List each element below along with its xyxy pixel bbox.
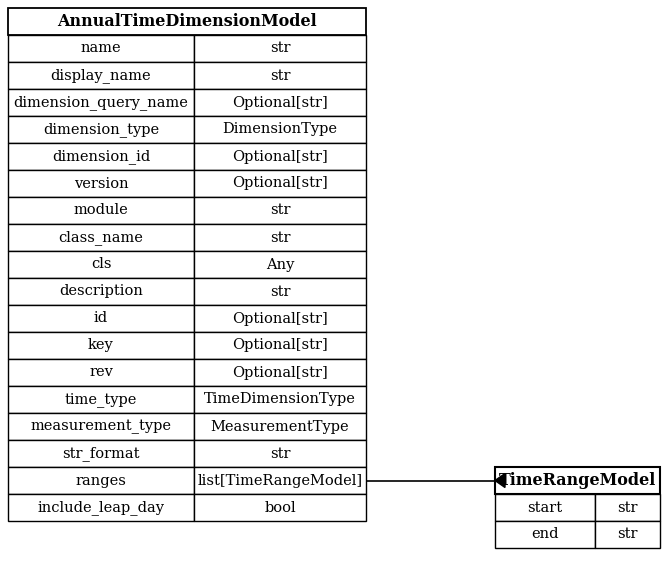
Bar [194, 278, 366, 305]
Text: ranges: ranges [76, 474, 126, 487]
Bar [8, 35, 194, 62]
Text: str: str [270, 42, 290, 55]
Text: Optional[str]: Optional[str] [232, 366, 328, 379]
Text: dimension_id: dimension_id [52, 149, 150, 164]
Text: Optional[str]: Optional[str] [232, 96, 328, 109]
Bar [194, 35, 366, 62]
Bar [8, 413, 194, 440]
Bar [8, 494, 194, 521]
Bar [194, 251, 366, 278]
Bar [8, 440, 194, 467]
Text: version: version [74, 177, 128, 190]
Text: str: str [618, 500, 637, 514]
Bar [194, 413, 366, 440]
Text: Optional[str]: Optional[str] [232, 312, 328, 325]
Text: display_name: display_name [50, 68, 151, 83]
Text: key: key [88, 339, 114, 352]
Bar [495, 521, 595, 548]
Bar [194, 116, 366, 143]
Bar [8, 224, 194, 251]
Bar [8, 386, 194, 413]
Text: str: str [270, 69, 290, 82]
Bar [8, 467, 194, 494]
Bar [194, 143, 366, 170]
Bar [194, 386, 366, 413]
Text: str: str [618, 527, 637, 542]
Text: include_leap_day: include_leap_day [37, 500, 165, 515]
Bar [595, 521, 660, 548]
Text: time_type: time_type [65, 392, 137, 407]
Text: str: str [270, 204, 290, 217]
Bar [495, 467, 660, 494]
Bar [194, 440, 366, 467]
Text: class_name: class_name [58, 230, 143, 245]
Polygon shape [495, 474, 505, 487]
Text: cls: cls [91, 257, 112, 272]
Bar [8, 62, 194, 89]
Bar [8, 143, 194, 170]
Bar [595, 494, 660, 521]
Bar [8, 359, 194, 386]
Text: Any: Any [266, 257, 294, 272]
Bar [194, 305, 366, 332]
Text: dimension_type: dimension_type [43, 122, 159, 137]
Text: end: end [531, 527, 558, 542]
Text: TimeDimensionType: TimeDimensionType [204, 392, 356, 407]
Bar [194, 494, 366, 521]
Bar [194, 62, 366, 89]
Bar [194, 359, 366, 386]
Bar [8, 305, 194, 332]
Bar [194, 224, 366, 251]
Text: bool: bool [264, 500, 296, 514]
Bar [194, 332, 366, 359]
Bar [8, 116, 194, 143]
Text: str_format: str_format [62, 446, 139, 461]
Text: dimension_query_name: dimension_query_name [13, 95, 189, 110]
Text: AnnualTimeDimensionModel: AnnualTimeDimensionModel [57, 13, 317, 30]
Text: str: str [270, 284, 290, 299]
Bar [194, 170, 366, 197]
Text: Optional[str]: Optional[str] [232, 177, 328, 190]
Bar [8, 251, 194, 278]
Text: list[TimeRangeModel]: list[TimeRangeModel] [197, 474, 363, 487]
Bar [495, 494, 595, 521]
Text: MeasurementType: MeasurementType [210, 419, 349, 434]
Text: rev: rev [89, 366, 113, 379]
Bar [194, 89, 366, 116]
Text: id: id [94, 312, 108, 325]
Text: str: str [270, 447, 290, 460]
Text: module: module [74, 204, 128, 217]
Text: Optional[str]: Optional[str] [232, 149, 328, 164]
Text: measurement_type: measurement_type [31, 419, 171, 434]
Text: DimensionType: DimensionType [222, 122, 337, 137]
Bar [8, 278, 194, 305]
Bar [194, 467, 366, 494]
Text: str: str [270, 231, 290, 244]
Bar [8, 332, 194, 359]
Bar [194, 197, 366, 224]
Text: TimeRangeModel: TimeRangeModel [499, 472, 656, 489]
Bar [8, 170, 194, 197]
Bar [8, 8, 366, 35]
Text: name: name [81, 42, 122, 55]
Text: Optional[str]: Optional[str] [232, 339, 328, 352]
Text: description: description [59, 284, 143, 299]
Bar [8, 197, 194, 224]
Text: start: start [527, 500, 562, 514]
Bar [8, 89, 194, 116]
